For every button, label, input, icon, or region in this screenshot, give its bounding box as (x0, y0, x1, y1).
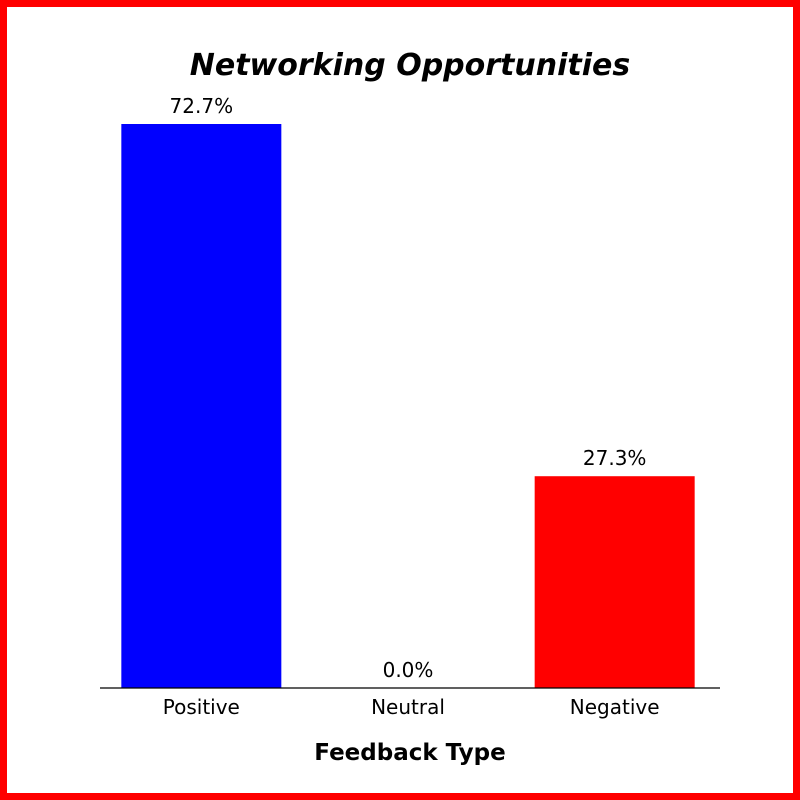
x-tick-neutral: Neutral (371, 695, 445, 719)
data-label-negative: 27.3% (583, 446, 647, 470)
data-label-positive: 72.7% (170, 94, 234, 118)
x-tick-positive: Positive (163, 695, 240, 719)
bars-group (121, 124, 695, 688)
data-label-neutral: 0.0% (383, 658, 434, 682)
bar-negative (534, 476, 695, 688)
x-axis-label: Feedback Type (314, 740, 505, 766)
chart-title: Networking Opportunities (190, 48, 630, 83)
bar-positive (121, 124, 282, 688)
x-tick-negative: Negative (570, 695, 660, 719)
data-labels-group: 72.7% 0.0% 27.3% (170, 94, 647, 682)
x-ticks-group: Positive Neutral Negative (163, 695, 660, 719)
